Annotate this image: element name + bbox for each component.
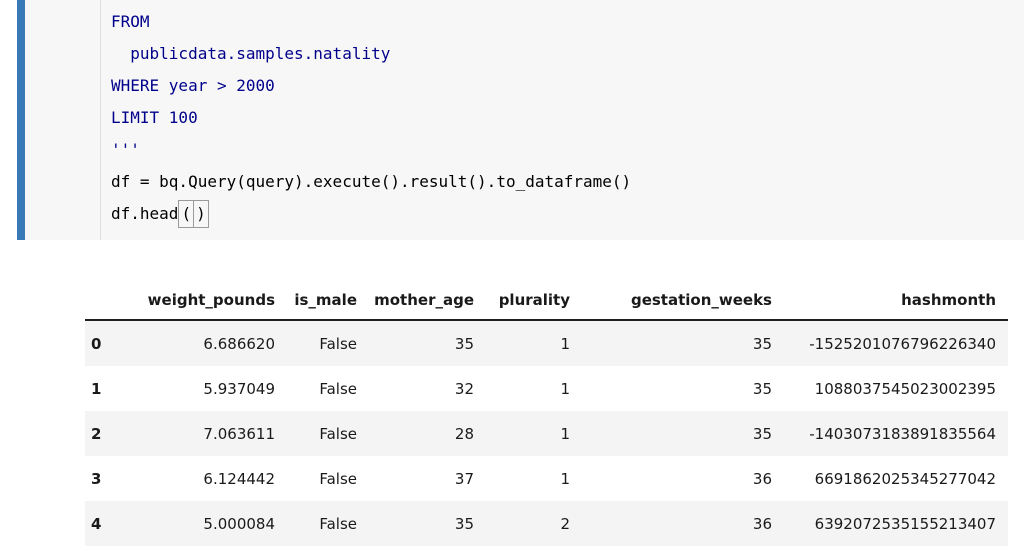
cell-weight-pounds: 6.124442 [203,469,275,488]
cell-mother-age: 37 [454,469,474,488]
cell-body: weight_pounds, is_male, mother_age, plur… [25,0,1024,240]
cell-gestation-weeks: 35 [752,424,772,443]
header-hashmonth: hashmonth [772,281,1008,321]
selected-cell-indicator [17,0,25,240]
cell-mother-age: 32 [454,379,474,398]
cell-plurality: 1 [560,334,570,353]
cell-is-male: False [319,334,357,353]
dataframe-output: weight_pounds is_male mother_age plurali… [85,281,1024,546]
row-index: 0 [91,334,102,353]
cell-mother-age: 35 [454,514,474,533]
cell-is-male: False [319,379,357,398]
header-index [85,281,115,321]
table-row: 3 6.124442 False 37 1 36 669186202534527… [85,456,1008,501]
table-row: 4 5.000084 False 35 2 36 639207253515521… [85,501,1008,546]
cell-weight-pounds: 7.063611 [203,424,275,443]
table-row: 1 5.937049 False 32 1 35 108803754502300… [85,366,1008,411]
header-gestation-weeks: gestation_weeks [570,281,772,321]
dataframe-table: weight_pounds is_male mother_age plurali… [85,281,1008,546]
cell-is-male: False [319,514,357,533]
cell-hashmonth: -1403073183891835564 [809,424,996,443]
df-head-text: df.head [111,204,179,223]
cell-is-male: False [319,424,357,443]
code-line-where: WHERE year > 2000 [111,76,275,95]
cell-hashmonth: 6691862025345277042 [814,469,996,488]
cell-weight-pounds: 5.000084 [203,514,275,533]
header-plurality: plurality [474,281,570,321]
cell-hashmonth: 6392072535155213407 [814,514,996,533]
code-line-query-execute: df = bq.Query(query).execute().result().… [111,172,632,191]
cell-plurality: 2 [560,514,570,533]
cell-weight-pounds: 5.937049 [203,379,275,398]
cell-gestation-weeks: 36 [752,514,772,533]
matched-close-paren: ) [193,200,209,228]
code-line-quote-close: ''' [111,140,140,159]
table-header-row: weight_pounds is_male mother_age plurali… [85,281,1008,321]
cell-gestation-weeks: 35 [752,334,772,353]
cell-plurality: 1 [560,469,570,488]
header-mother-age: mother_age [357,281,474,321]
cell-is-male: False [319,469,357,488]
code-line-table-name: publicdata.samples.natality [111,44,391,63]
cell-gestation-weeks: 36 [752,469,772,488]
cell-hashmonth: 1088037545023002395 [814,379,996,398]
row-index: 4 [91,514,102,533]
row-index: 3 [91,469,102,488]
row-index: 1 [91,379,102,398]
row-index: 2 [91,424,102,443]
code-line-from: FROM [111,12,150,31]
code-editor[interactable]: weight_pounds, is_male, mother_age, plur… [100,0,1024,240]
matched-open-paren: ( [178,200,195,228]
cell-mother-age: 35 [454,334,474,353]
cell-plurality: 1 [560,379,570,398]
cell-hashmonth: -1525201076796226340 [809,334,996,353]
table-row: 2 7.063611 False 28 1 35 -14030731838918… [85,411,1008,456]
cell-mother-age: 28 [454,424,474,443]
code-cell: weight_pounds, is_male, mother_age, plur… [0,0,1024,240]
table-row: 0 6.686620 False 35 1 35 -15252010767962… [85,320,1008,366]
cell-gestation-weeks: 35 [752,379,772,398]
code-line-df-head: df.head() [111,198,1024,230]
header-is-male: is_male [275,281,357,321]
code-line-limit: LIMIT 100 [111,108,198,127]
cell-plurality: 1 [560,424,570,443]
cell-weight-pounds: 6.686620 [203,334,275,353]
header-weight-pounds: weight_pounds [115,281,275,321]
